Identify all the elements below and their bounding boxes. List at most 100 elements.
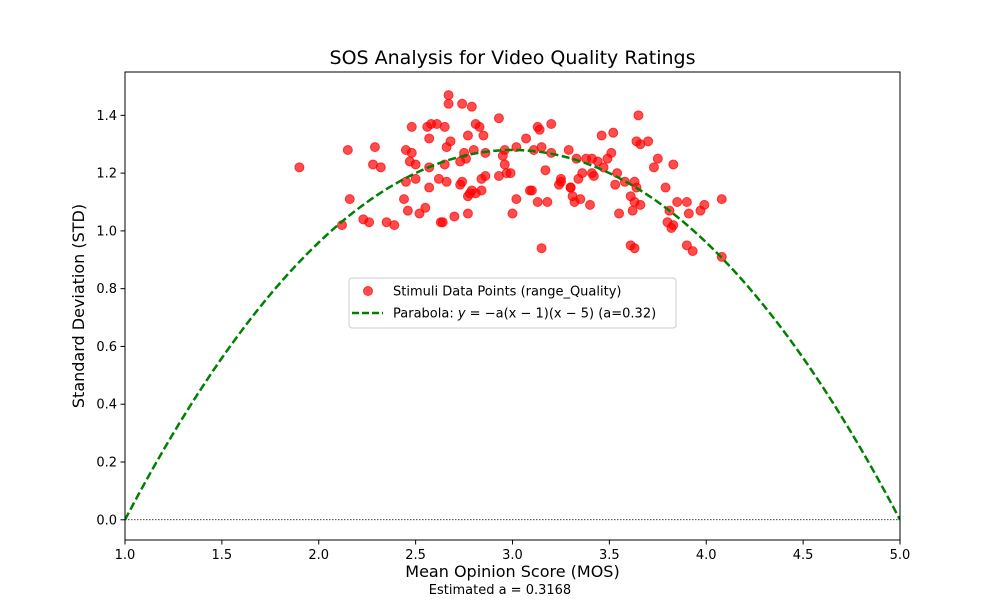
data-point <box>443 98 454 109</box>
data-point <box>683 208 694 219</box>
x-tick-label: 3.5 <box>599 548 620 563</box>
data-point <box>542 197 553 207</box>
data-point <box>294 162 305 173</box>
data-point <box>643 136 654 147</box>
x-axis-ticks: 1.0 1.5 2.0 2.5 3.0 3.5 4.0 4.5 5.0 <box>115 540 911 563</box>
data-point <box>466 101 477 112</box>
data-point <box>364 217 375 228</box>
data-point <box>369 142 380 153</box>
legend-box <box>348 277 677 329</box>
y-tick-label: 0.6 <box>96 340 117 355</box>
data-point <box>441 176 452 187</box>
data-point <box>462 130 473 141</box>
data-point <box>716 194 727 205</box>
data-point <box>614 208 625 219</box>
data-point <box>546 119 557 129</box>
x-tick-label: 4.0 <box>696 548 717 563</box>
data-point <box>648 162 659 173</box>
data-point <box>445 136 456 147</box>
data-point <box>668 159 679 170</box>
data-point <box>389 220 400 231</box>
data-point <box>596 130 607 141</box>
data-point <box>606 147 617 158</box>
y-axis-ticks: 0.0 0.2 0.4 0.6 0.8 1.0 1.2 1.4 <box>96 109 125 528</box>
data-point <box>652 153 663 164</box>
data-point <box>499 159 510 170</box>
data-point <box>635 199 646 210</box>
data-point <box>681 197 692 207</box>
data-point <box>505 168 516 179</box>
data-point <box>414 208 425 219</box>
y-tick-label: 1.4 <box>96 109 117 124</box>
data-point <box>608 127 619 138</box>
x-tick-label: 2.0 <box>308 548 329 563</box>
data-point <box>555 176 566 187</box>
legend-label-scatter: Stimuli Data Points (range_Quality) <box>393 285 621 300</box>
y-tick-label: 1.2 <box>96 167 117 182</box>
data-point <box>585 199 595 210</box>
data-point <box>536 243 547 254</box>
data-point <box>478 130 489 141</box>
chart-title: SOS Analysis for Video Quality Ratings <box>330 47 696 69</box>
data-point <box>424 182 435 193</box>
legend-parabola-equation: = −a(x − 1)(x − 5) <box>466 307 595 322</box>
data-point <box>476 185 487 196</box>
legend: Stimuli Data Points (range_Quality) Para… <box>348 277 677 329</box>
data-point <box>540 165 551 176</box>
legend-parabola-prefix: Parabola: <box>393 307 458 322</box>
legend-parabola-suffix: (a=0.32) <box>594 307 656 322</box>
data-point <box>536 142 547 153</box>
data-point <box>410 173 421 184</box>
data-point <box>480 171 491 181</box>
data-point <box>457 98 468 109</box>
data-point <box>344 194 355 205</box>
legend-marker-scatter <box>363 286 373 296</box>
data-point <box>629 243 640 254</box>
data-point <box>342 145 353 155</box>
data-point <box>400 176 411 187</box>
data-point <box>375 162 386 173</box>
parabola-curve <box>125 148 900 521</box>
x-tick-label: 3.0 <box>502 548 523 563</box>
data-point <box>406 121 417 132</box>
data-point <box>668 220 679 231</box>
data-point <box>598 162 609 173</box>
data-point <box>672 197 683 207</box>
x-axis-label: Mean Opinion Score (MOS) <box>405 562 619 581</box>
data-point <box>565 182 576 193</box>
data-point <box>493 113 504 124</box>
data-point <box>588 171 599 181</box>
data-point <box>575 194 586 205</box>
y-tick-label: 0.0 <box>96 513 117 528</box>
data-point <box>507 208 518 219</box>
data-point <box>424 133 435 144</box>
data-point <box>633 110 644 121</box>
data-point <box>699 199 710 210</box>
data-point <box>521 133 532 144</box>
y-tick-label: 1.0 <box>96 224 117 239</box>
data-point <box>687 246 698 257</box>
y-tick-label: 0.4 <box>96 398 117 413</box>
data-point <box>627 205 638 216</box>
x-tick-label: 2.5 <box>405 548 426 563</box>
legend-parabola-var: y <box>457 307 466 322</box>
x-tick-label: 4.5 <box>793 548 814 563</box>
data-point <box>437 217 448 228</box>
data-point <box>443 90 454 101</box>
data-point <box>462 208 473 219</box>
x-tick-label: 5.0 <box>890 548 911 563</box>
y-tick-label: 0.8 <box>96 282 117 297</box>
data-point <box>681 240 692 251</box>
x-tick-label: 1.0 <box>115 548 136 563</box>
data-point <box>577 168 588 179</box>
data-point <box>532 197 543 207</box>
parabola-curve-layer <box>125 148 900 521</box>
data-point <box>660 182 671 193</box>
data-point <box>449 211 460 222</box>
data-point <box>406 147 417 158</box>
data-point <box>526 185 537 196</box>
data-point <box>592 156 603 167</box>
data-point <box>610 179 621 190</box>
data-point <box>410 159 421 170</box>
